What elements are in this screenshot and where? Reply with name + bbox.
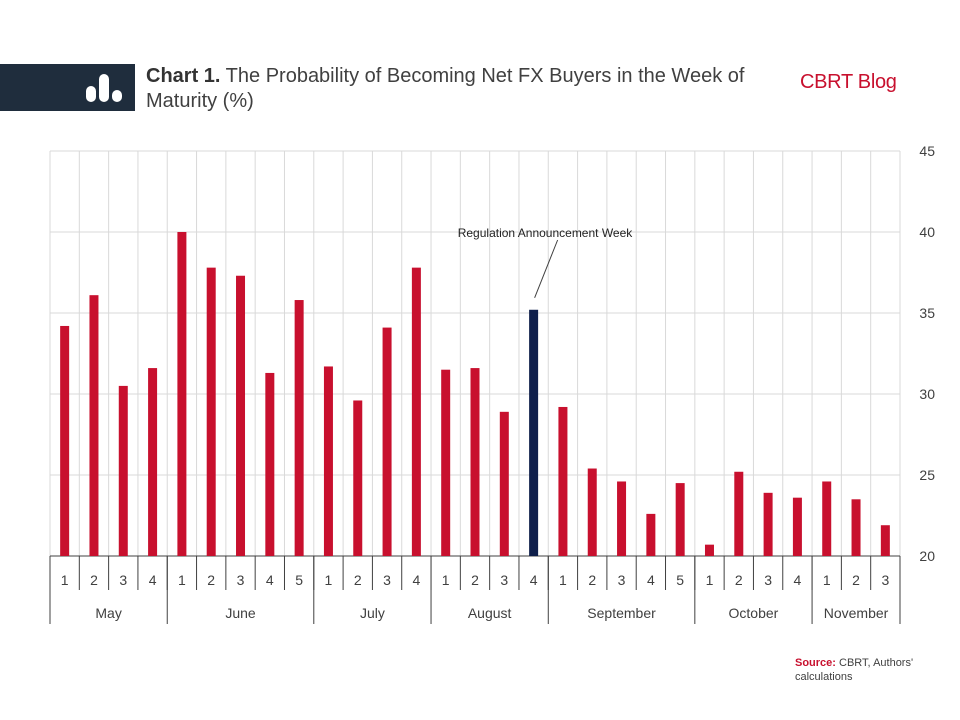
week-tick-label: 1: [178, 572, 186, 588]
week-tick-label: 3: [500, 572, 508, 588]
bar: [587, 468, 597, 556]
bar: [89, 295, 99, 556]
bar: [323, 366, 333, 556]
month-label: June: [225, 605, 256, 621]
brand-logo-text: CBRT Blog: [800, 71, 897, 93]
week-tick-label: 4: [794, 572, 802, 588]
week-tick-label: 2: [471, 572, 479, 588]
bar: [763, 492, 773, 556]
week-tick-label: 2: [354, 572, 362, 588]
week-tick-label: 4: [647, 572, 655, 588]
bar: [353, 400, 363, 556]
bar: [880, 525, 890, 556]
header-bar: [0, 64, 135, 111]
month-label: May: [95, 605, 121, 621]
month-label: October: [729, 605, 779, 621]
week-tick-label: 1: [325, 572, 333, 588]
week-tick-label: 5: [295, 572, 303, 588]
week-tick-label: 3: [383, 572, 391, 588]
source-note: Source: CBRT, Authors' calculations: [795, 656, 960, 684]
bar: [265, 372, 275, 556]
week-tick-label: 4: [266, 572, 274, 588]
y-tick-label: 45: [919, 143, 935, 159]
month-label: August: [468, 605, 512, 621]
week-tick-label: 1: [559, 572, 567, 588]
bar: [382, 327, 392, 556]
week-tick-label: 3: [119, 572, 127, 588]
bar: [236, 275, 246, 556]
bar: [704, 544, 714, 556]
bar: [441, 369, 451, 556]
week-tick-label: 2: [735, 572, 743, 588]
bar: [206, 267, 216, 556]
chart-title-text: The Probability of Becoming Net FX Buyer…: [146, 65, 745, 112]
bar: [822, 481, 832, 556]
bar: [734, 471, 744, 556]
y-tick-label: 35: [919, 305, 935, 321]
week-tick-label: 2: [588, 572, 596, 588]
bar: [792, 497, 802, 556]
bar: [177, 232, 187, 556]
bar: [617, 481, 627, 556]
y-tick-label: 40: [919, 224, 935, 240]
y-tick-label: 30: [919, 386, 935, 402]
week-tick-label: 4: [412, 572, 420, 588]
bar: [118, 385, 128, 556]
bar: [675, 483, 685, 556]
bar: [851, 499, 861, 556]
week-tick-label: 4: [530, 572, 538, 588]
week-tick-label: 1: [823, 572, 831, 588]
week-tick-label: 1: [706, 572, 714, 588]
bar: [411, 267, 421, 556]
bar-chart-icon: [86, 74, 122, 102]
bar: [60, 325, 70, 556]
month-label: July: [360, 605, 385, 621]
week-tick-label: 1: [61, 572, 69, 588]
bar: [294, 300, 304, 556]
chart-number: Chart 1.: [146, 65, 221, 87]
week-tick-label: 2: [207, 572, 215, 588]
bar: [646, 513, 656, 556]
bar: [558, 406, 568, 556]
week-tick-label: 2: [90, 572, 98, 588]
week-tick-label: 1: [442, 572, 450, 588]
week-tick-label: 2: [852, 572, 860, 588]
week-tick-label: 3: [237, 572, 245, 588]
month-label: November: [824, 605, 889, 621]
y-tick-label: 20: [919, 548, 935, 564]
chart-title: Chart 1. The Probability of Becoming Net…: [146, 64, 766, 114]
annotation-leader-line: [534, 239, 559, 298]
week-tick-label: 4: [149, 572, 157, 588]
bar: [470, 368, 480, 556]
month-label: September: [587, 605, 656, 621]
source-label: Source:: [795, 657, 836, 669]
week-tick-label: 5: [676, 572, 684, 588]
source-text: CBRT, Authors' calculations: [795, 657, 914, 683]
y-tick-label: 25: [919, 467, 935, 483]
week-tick-label: 3: [618, 572, 626, 588]
week-tick-label: 3: [764, 572, 772, 588]
bar: [499, 411, 509, 556]
bar: [148, 368, 158, 556]
annotation-label: Regulation Announcement Week: [458, 226, 634, 240]
bar: [529, 309, 539, 556]
week-tick-label: 3: [881, 572, 889, 588]
